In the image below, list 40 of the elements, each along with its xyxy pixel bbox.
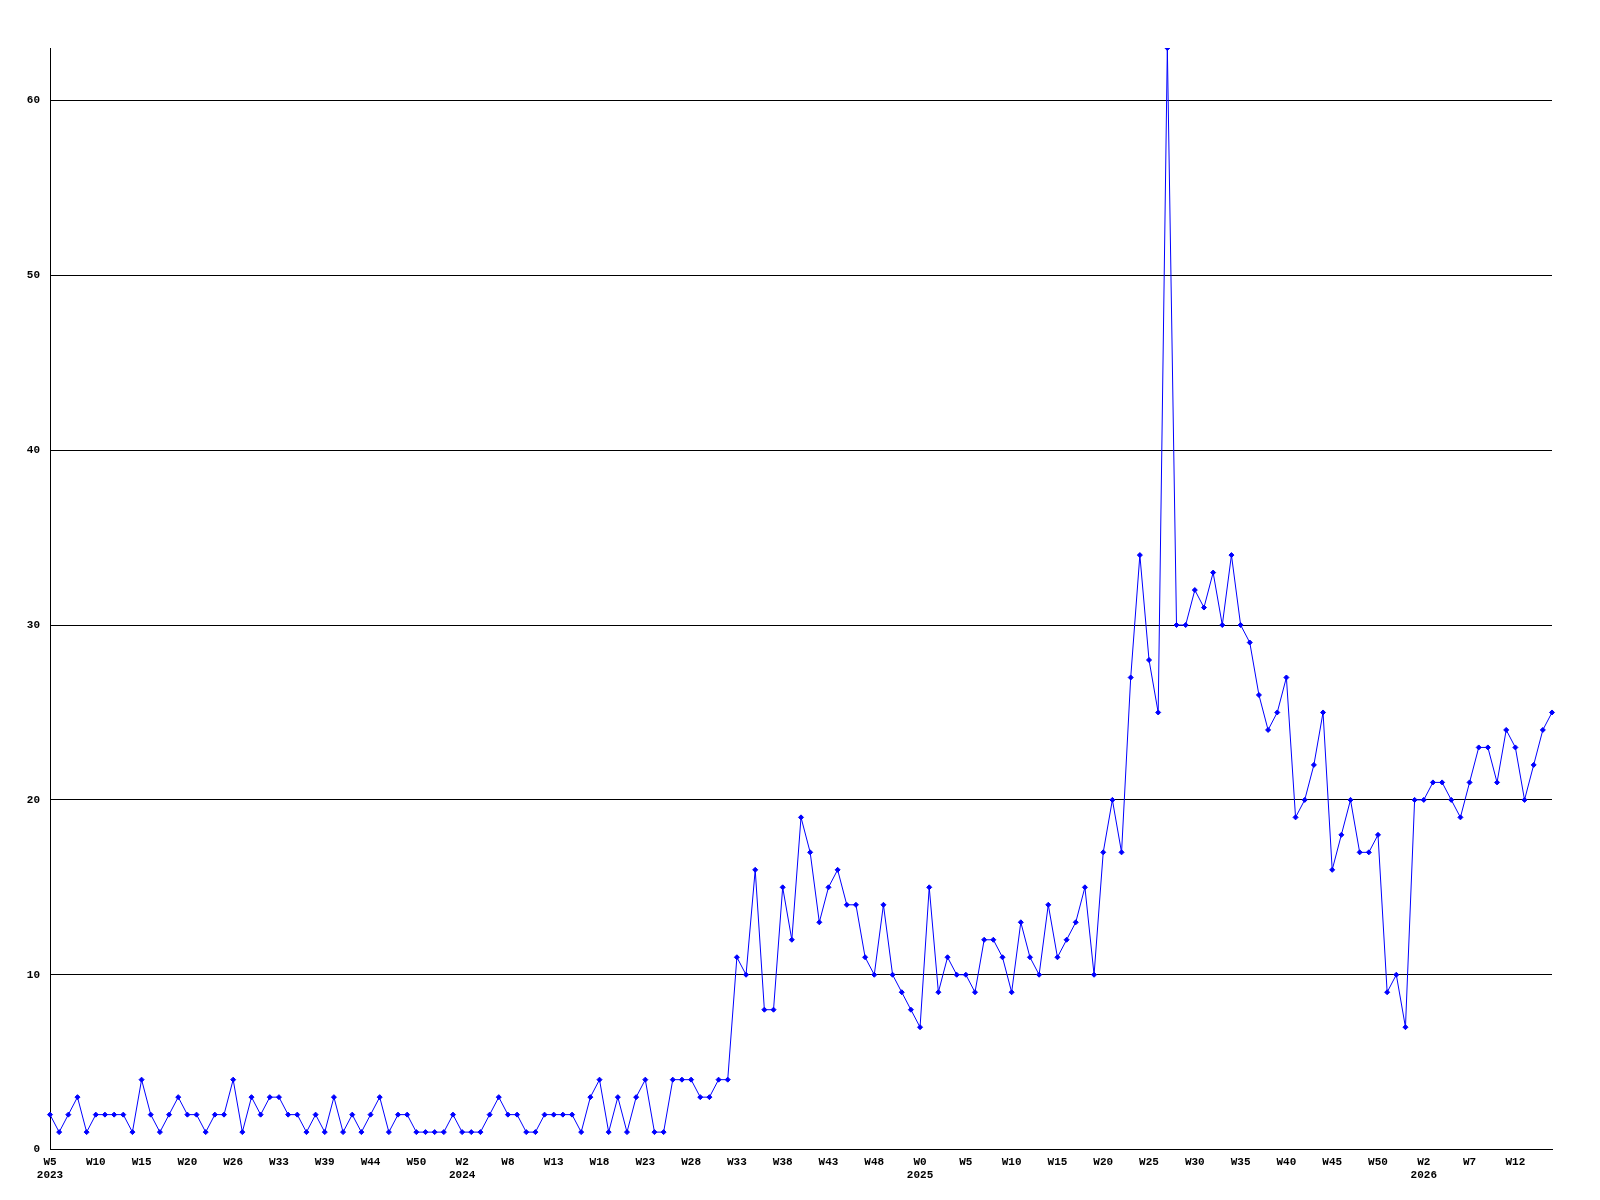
x-tick-label: W35: [1230, 1155, 1251, 1168]
x-tick-label: W2 2024: [448, 1155, 476, 1182]
x-tick-label: W12: [1505, 1155, 1526, 1168]
x-tick-label: W7: [1462, 1155, 1477, 1168]
y-tick-label: 20: [26, 793, 40, 806]
x-tick-label: W50: [406, 1155, 427, 1168]
x-tick-label: W50: [1368, 1155, 1388, 1168]
x-tick-label: W38: [772, 1155, 793, 1168]
y-tick-label: 40: [26, 443, 40, 456]
x-tick-label: W26: [223, 1155, 244, 1168]
x-tick-label: W8: [501, 1155, 515, 1168]
x-tick-label: W10: [85, 1155, 106, 1168]
x-tick-label: W10: [1001, 1155, 1022, 1168]
x-tick-label: W43: [818, 1155, 839, 1168]
x-tick-label: W44: [360, 1155, 381, 1168]
y-tick-label: 10: [26, 968, 40, 981]
x-tick-label: W48: [864, 1155, 885, 1168]
x-tick-label: W20: [1093, 1155, 1114, 1168]
y-tick-label: 60: [26, 94, 40, 107]
x-tick-label: W33: [726, 1155, 748, 1168]
x-tick-label: W40: [1276, 1155, 1297, 1168]
x-tick-label: W33: [269, 1155, 290, 1168]
x-tick-label: W2 2026: [1410, 1155, 1437, 1182]
y-tick-label: 50: [26, 269, 40, 282]
y-tick-label: 0: [33, 1143, 40, 1156]
x-tick-label: W5 2023: [36, 1155, 64, 1182]
x-tick-label: W0 2025: [906, 1155, 934, 1182]
x-tick-label: W15: [1047, 1155, 1068, 1168]
x-tick-label: W25: [1139, 1155, 1160, 1168]
x-tick-label: W18: [589, 1155, 610, 1168]
x-tick-label: W23: [635, 1155, 656, 1168]
x-tick-label: W5: [959, 1155, 973, 1168]
x-tick-label: W28: [681, 1155, 702, 1168]
x-tick-label: W15: [131, 1155, 152, 1168]
x-tick-label: W45: [1322, 1155, 1343, 1168]
x-tick-label: W13: [543, 1155, 565, 1168]
x-tick-label: W39: [314, 1155, 335, 1168]
x-tick-label: W30: [1184, 1155, 1205, 1168]
x-tick-label: W20: [177, 1155, 198, 1168]
y-tick-label: 30: [26, 618, 40, 631]
